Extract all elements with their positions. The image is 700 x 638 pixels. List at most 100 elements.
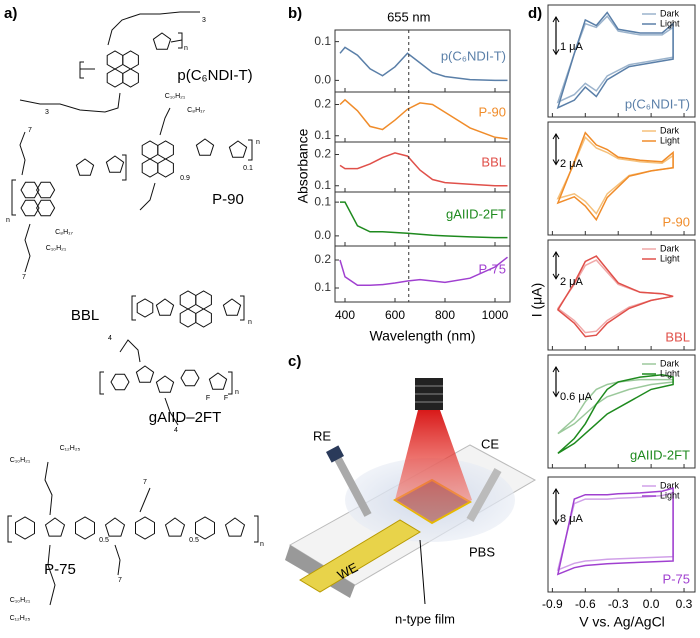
film-pointer [419, 539, 426, 605]
ring [179, 308, 197, 328]
cv-curve [556, 259, 674, 334]
reference-label: 655 nm [387, 9, 430, 24]
scale-bar-head [552, 366, 560, 373]
plot-frame [547, 121, 696, 236]
legend-label: Light [660, 490, 680, 500]
x-tick-label: -0.3 [608, 597, 629, 611]
ring [195, 308, 212, 328]
ring [44, 517, 66, 537]
ring [15, 516, 35, 540]
bond [164, 397, 179, 426]
cv-curve [556, 255, 674, 338]
bracket [254, 515, 259, 543]
series-label: P-90 [479, 104, 506, 119]
bracket [178, 32, 183, 49]
scale-bar-head [552, 519, 560, 526]
bond [107, 11, 200, 46]
structure-name: gAIID–2FT [149, 409, 222, 426]
atom-label: n [248, 319, 252, 326]
x-tick-label: 0.0 [643, 597, 660, 611]
ring [152, 32, 172, 50]
panel-name: gAIID-2FT [630, 447, 690, 462]
bond [119, 339, 141, 363]
legend-label: Dark [660, 358, 680, 368]
schematic-label: RE [313, 428, 331, 443]
atom-label: C₁₂H₂₅ [60, 445, 81, 452]
ring [141, 158, 159, 178]
bond [19, 92, 121, 113]
ring [135, 516, 155, 540]
plot-frame [547, 476, 696, 593]
scale-bar-label: 1 μA [560, 41, 584, 53]
x-tick-label: -0.9 [542, 597, 563, 611]
atom-label: n [6, 217, 10, 224]
scale-bar-head [552, 159, 560, 166]
legend-label: Dark [660, 480, 680, 490]
cv-curve [556, 131, 674, 222]
atom-label: 0.1 [243, 165, 253, 172]
atom-label: 3 [202, 17, 206, 24]
atom-label: 7 [22, 274, 26, 281]
legend-label: Dark [660, 243, 680, 253]
ring [106, 68, 124, 88]
atom-label: 7 [28, 127, 32, 134]
ring [180, 369, 200, 387]
atom-label: C₁₀H₂₁ [10, 457, 31, 464]
light-beam [395, 410, 472, 522]
scale-bar-head [552, 273, 560, 280]
ring [157, 158, 174, 178]
ring [155, 298, 175, 316]
ring [75, 516, 95, 540]
scale-bar-label: 2 μA [560, 158, 584, 170]
y-axis-label: I (μA) [529, 283, 545, 318]
bracket [79, 61, 84, 79]
atom-label: 4 [174, 427, 178, 434]
series-label: BBL [481, 154, 506, 169]
panel-name: p(C₆NDI-T) [625, 96, 690, 111]
scale-bar-head [552, 49, 560, 56]
cv-curve [556, 135, 674, 215]
cv-curve [557, 373, 674, 454]
scale-bar-head [552, 251, 560, 258]
legend-label: Light [660, 368, 680, 378]
cv-curve [556, 491, 674, 572]
bond [139, 487, 151, 513]
x-axis-label: V vs. Ag/AgCl [579, 614, 665, 630]
bond [159, 107, 171, 136]
atom-label: n [256, 139, 260, 146]
atom-label: 7 [118, 577, 122, 584]
ring [222, 298, 242, 316]
panel-name: P-90 [663, 214, 690, 229]
bracket [122, 154, 127, 181]
ring [208, 372, 228, 390]
y-tick-label: 0.1 [314, 34, 331, 48]
atom-label: 7 [143, 479, 147, 486]
y-tick-label: 0.1 [314, 178, 331, 192]
bond [139, 182, 156, 211]
atom-label: C₁₀H₂₁ [46, 245, 67, 252]
ring [105, 155, 125, 173]
bracket [99, 371, 104, 395]
atom-label: 0.9 [180, 175, 190, 182]
ring [157, 140, 174, 160]
ring [104, 517, 126, 537]
y-tick-label: 0.2 [314, 252, 331, 266]
ring [106, 50, 124, 70]
ring [195, 516, 215, 540]
ring [36, 199, 56, 217]
legend-label: Dark [660, 125, 680, 135]
ring [110, 373, 130, 391]
cv-curve [556, 11, 674, 110]
atom-label: n [235, 389, 239, 396]
y-tick-label: 0.0 [314, 73, 331, 87]
ring [155, 375, 175, 393]
scale-bar-head [552, 16, 560, 23]
scale-bar-label: 2 μA [560, 276, 584, 288]
structure-name: P-75 [44, 561, 76, 578]
reference-electrode [332, 453, 372, 517]
spectrum-line [340, 201, 508, 239]
atom-label: F [224, 395, 228, 402]
x-tick-label: -0.6 [575, 597, 596, 611]
cv-curve [556, 487, 674, 576]
series-label: p(C₆NDI-T) [441, 48, 506, 63]
